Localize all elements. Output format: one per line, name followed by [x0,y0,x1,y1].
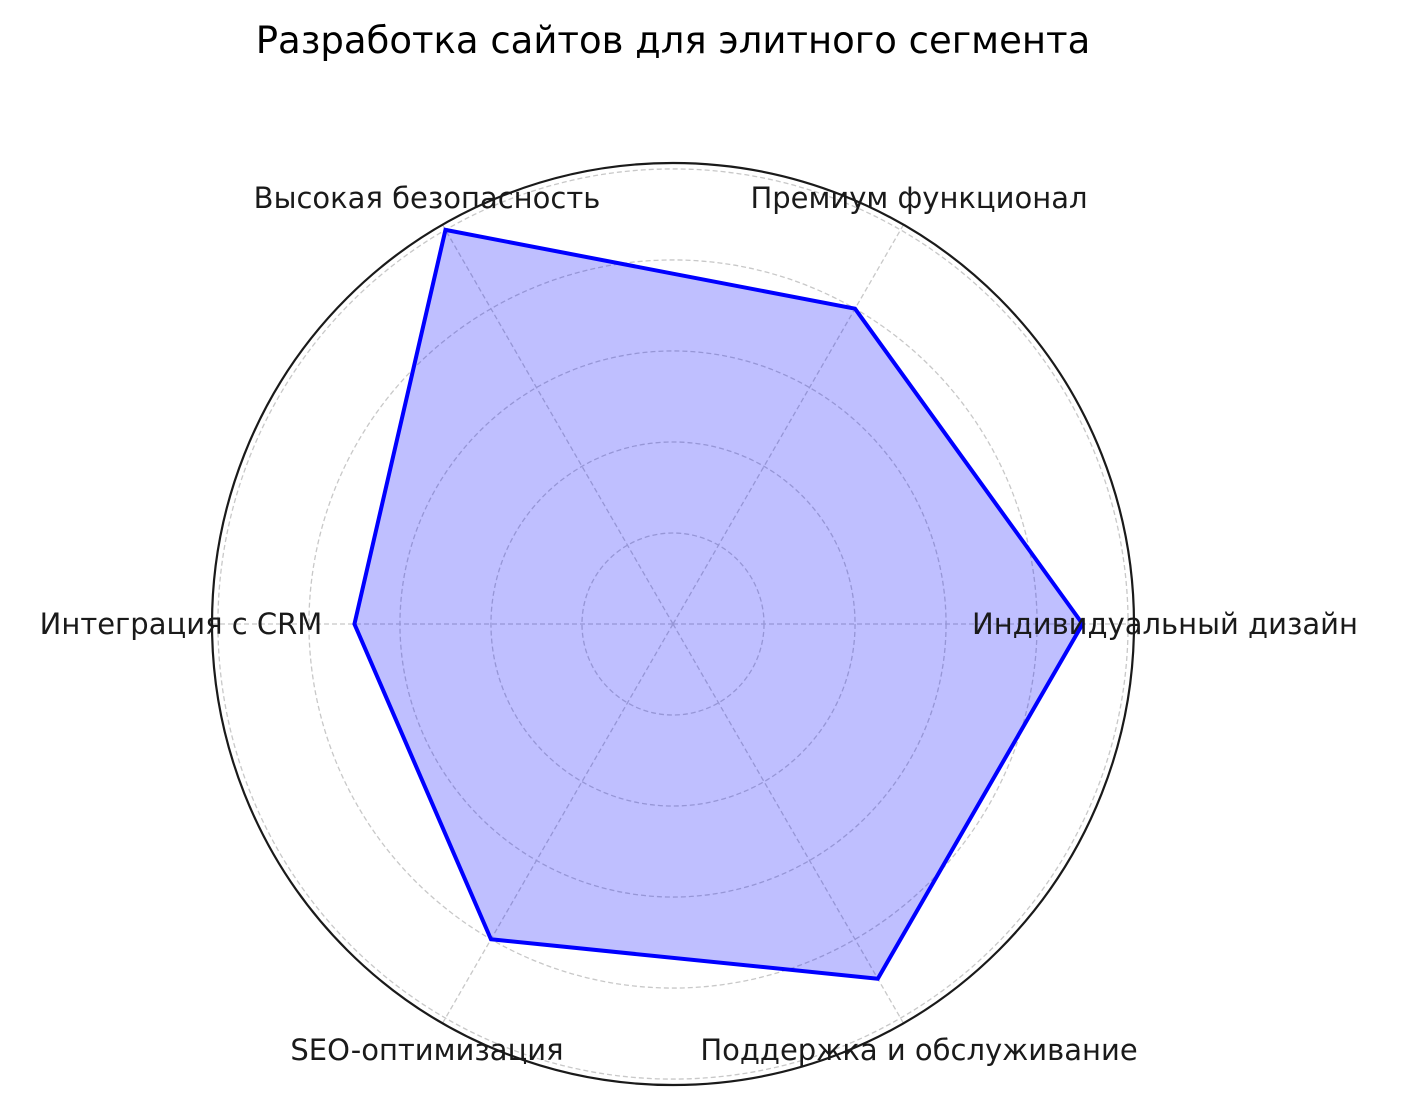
category-label: Премиум функционал [750,181,1087,215]
series [352,227,1085,981]
grid-spoke [672,623,905,1024]
category-labels: Индивидуальный дизайн Премиум функционал В… [40,181,1358,1067]
grid-spoke [441,224,674,625]
grid-spoke [672,224,905,625]
category-label: Индивидуальный дизайн [972,607,1358,641]
category-label: Интеграция с CRM [40,607,323,641]
grid-circle [217,168,1129,1080]
category-label: SEO-оптимизация [290,1033,563,1067]
grid-spoke [441,623,674,1024]
category-label: Поддержка и обслуживание [700,1033,1137,1067]
chart-title: Разработка сайтов для элитного сегмента [256,19,1091,62]
series-area [354,229,1083,979]
category-label: Высокая безопасность [254,181,601,215]
grid [210,161,1136,1087]
grid-circle [490,441,856,807]
outer-frame [210,161,1136,1087]
